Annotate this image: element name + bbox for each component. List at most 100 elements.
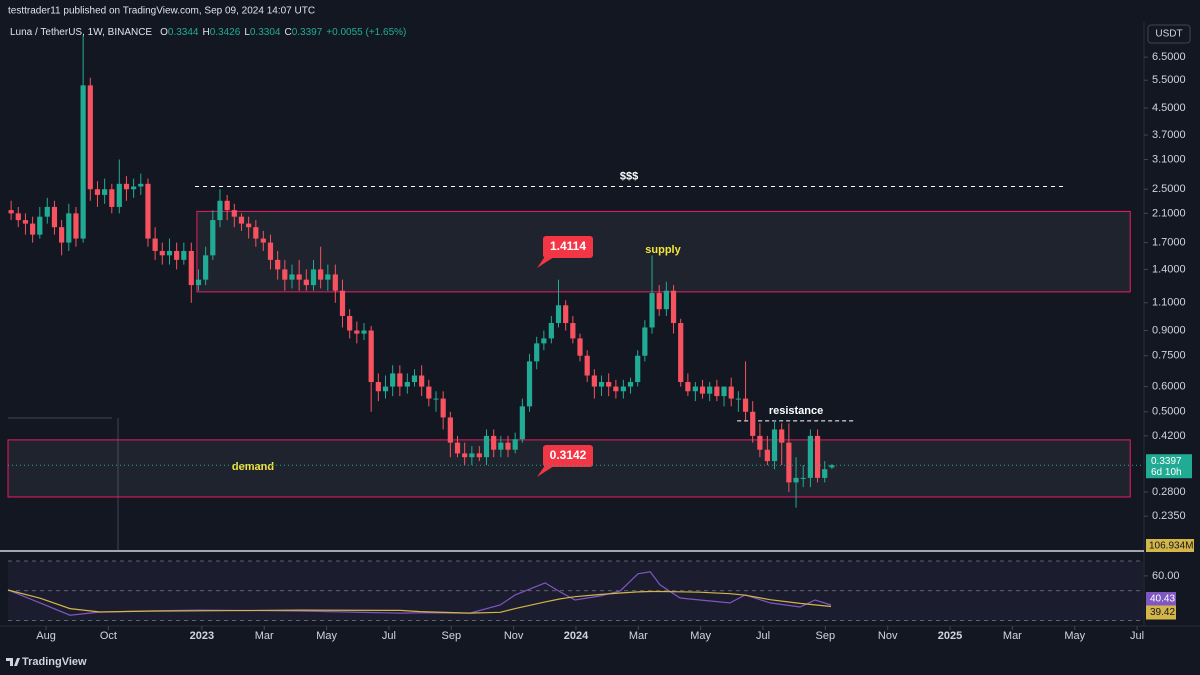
indicator-value-label: 39.42 [1150, 607, 1175, 618]
x-tick-label: Jul [1130, 630, 1144, 642]
candle-body [80, 85, 86, 239]
candle-body [462, 453, 468, 458]
candle-body [433, 398, 439, 400]
candle-body [289, 274, 295, 280]
reference-band [8, 560, 1143, 621]
candle-body [166, 250, 173, 256]
x-tick-label: Nov [878, 630, 898, 642]
candle-body [210, 220, 216, 256]
candle-body [598, 382, 605, 387]
candle-body [656, 293, 662, 310]
volume-box [1146, 539, 1194, 552]
candle-body [764, 449, 770, 462]
candle-body [59, 227, 65, 243]
x-tick-label: 2024 [564, 630, 589, 642]
x-tick-label: May [1064, 630, 1085, 642]
candle-body [757, 435, 763, 450]
currency: USDT [1155, 29, 1182, 40]
candle-body [361, 330, 367, 334]
callout-pointer [537, 464, 554, 477]
candle-body [512, 439, 518, 450]
candle-body [541, 338, 547, 344]
candle-body [87, 85, 93, 190]
candle-body [591, 375, 597, 387]
candle-body [779, 429, 785, 443]
candle-body [339, 290, 346, 316]
candle-body [714, 386, 720, 397]
candle-body [375, 382, 381, 392]
callout-box [543, 445, 593, 467]
y-tick-label: 4.5000 [1152, 102, 1186, 114]
x-tick-label: 2023 [190, 630, 214, 642]
candle-body [577, 338, 583, 356]
candle-body [354, 330, 360, 334]
candle-body [382, 386, 389, 392]
candle-body [397, 373, 403, 387]
candle-body [663, 290, 669, 310]
indicator-value-box [1146, 591, 1176, 606]
candle-body [829, 465, 835, 468]
y-tick-label: 2.5000 [1152, 183, 1186, 195]
candle-body [195, 279, 202, 286]
change: +0.0055 (+1.65%) [326, 27, 406, 38]
candle-body [404, 382, 410, 387]
candle-body [267, 242, 274, 260]
candle-body [670, 290, 677, 324]
target-label: $$$ [620, 170, 638, 182]
candle-body [800, 477, 806, 479]
x-tick-label: May [316, 630, 337, 642]
last-price-label: 0.3397 [1151, 456, 1182, 467]
candle-body [793, 477, 799, 483]
candle-body [318, 269, 324, 280]
candle-body [606, 382, 612, 387]
candle-body [390, 373, 396, 387]
candle-body [181, 250, 187, 260]
candle-body [253, 227, 259, 239]
countdown: 6d 10h [1151, 467, 1182, 478]
candle-body [563, 305, 569, 324]
candle-body [188, 250, 194, 286]
candle-body [37, 216, 43, 235]
candle-body [296, 274, 302, 280]
candle-body [699, 386, 706, 394]
candle-body [440, 398, 446, 418]
candle-body [159, 250, 165, 256]
candle-body [613, 386, 619, 392]
ohlc-value: 0.3344 [168, 27, 199, 38]
candle-body [109, 189, 115, 207]
y-tick-label: 3.7000 [1152, 129, 1186, 141]
candle-body [526, 361, 533, 407]
x-tick-label: 2025 [938, 630, 962, 642]
candle-body [224, 200, 230, 211]
callout-box [543, 236, 593, 258]
candle-body [707, 386, 713, 394]
candle-body [476, 453, 482, 458]
x-tick-label: Sep [816, 630, 836, 642]
y-tick-label: 0.4200 [1152, 430, 1186, 442]
candle-body [73, 213, 79, 239]
candle-body [238, 216, 245, 224]
indicator-value-box [1146, 605, 1176, 620]
candle-body [678, 323, 684, 383]
candle-body [519, 406, 525, 440]
x-tick-label: Mar [1003, 630, 1022, 642]
candle-body [217, 200, 223, 221]
candle-body [584, 355, 590, 376]
ohlc-value: 0.3304 [250, 27, 281, 38]
candle-body [131, 186, 137, 190]
candle-body [642, 327, 648, 356]
candle-body [807, 435, 813, 478]
candle-body [282, 269, 288, 280]
candle-body [570, 323, 576, 339]
candle-body [145, 183, 151, 239]
candle-body [123, 183, 130, 190]
x-tick-label: Nov [504, 630, 524, 642]
candle-body [347, 315, 353, 331]
callout-label: 0.3142 [550, 448, 587, 462]
x-tick-label: Oct [100, 630, 117, 642]
y-tick-label: 1.1000 [1152, 297, 1186, 309]
candle-body [116, 183, 122, 207]
candle-body [368, 330, 374, 383]
